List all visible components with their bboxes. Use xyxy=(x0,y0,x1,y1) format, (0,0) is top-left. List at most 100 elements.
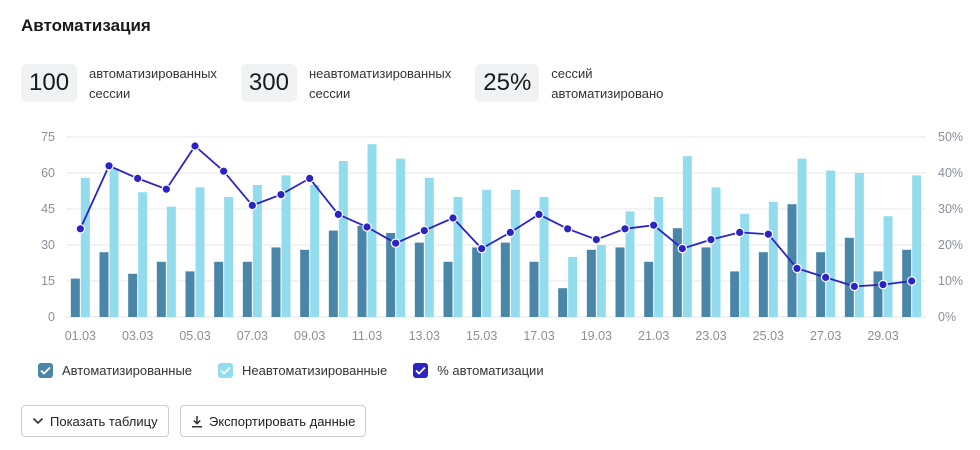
stat-label-line1: неавтоматизированных xyxy=(308,66,452,81)
stat-label-line1: автоматизированных xyxy=(89,66,217,81)
bar-automated xyxy=(271,247,281,317)
y-tick-label-right: 0% xyxy=(938,310,956,324)
x-tick-label: 11.03 xyxy=(352,329,382,343)
percent-point xyxy=(333,209,344,220)
bar-nonautomated xyxy=(883,216,893,317)
x-tick-label: 09.03 xyxy=(294,329,325,343)
bar-nonautomated xyxy=(338,161,348,317)
bar-automated xyxy=(443,261,453,317)
x-tick-label: 23.03 xyxy=(695,329,726,343)
chevron-down-icon xyxy=(32,417,44,425)
percent-point xyxy=(247,200,258,211)
stat-nonautomated: 300 неавтоматизированных сессии xyxy=(240,64,452,104)
bar-automated xyxy=(300,249,310,317)
stat-value: 300 xyxy=(240,64,297,102)
bar-nonautomated xyxy=(166,206,176,317)
percent-point xyxy=(706,234,716,245)
bar-automated xyxy=(242,261,252,317)
bar-automated xyxy=(615,247,625,317)
bar-automated xyxy=(472,247,482,317)
checkbox-checked-icon[interactable] xyxy=(218,363,234,378)
bar-nonautomated xyxy=(138,192,148,317)
percent-point xyxy=(419,225,430,236)
bar-automated xyxy=(558,288,568,317)
download-icon xyxy=(191,415,203,428)
percent-point xyxy=(390,238,401,248)
stat-percent: 25% сессий автоматизировано xyxy=(475,64,663,104)
bar-nonautomated xyxy=(682,156,692,317)
show-table-label: Показать таблицу xyxy=(50,413,158,429)
x-tick-label: 07.03 xyxy=(237,329,268,343)
checkbox-checked-icon[interactable] xyxy=(413,363,429,378)
x-tick-label: 15.03 xyxy=(466,329,497,343)
bar-automated xyxy=(902,249,912,317)
x-tick-label: 21.03 xyxy=(638,329,669,343)
export-data-button[interactable]: Экспортировать данные xyxy=(180,405,367,437)
percent-point xyxy=(677,243,688,254)
bar-automated xyxy=(787,204,797,317)
bar-nonautomated xyxy=(625,211,635,317)
y-tick-label-left: 30 xyxy=(41,238,55,252)
bar-nonautomated xyxy=(281,175,291,317)
bar-nonautomated xyxy=(768,201,778,317)
bar-automated xyxy=(816,252,826,317)
checkbox-checked-icon[interactable] xyxy=(38,363,53,378)
bar-nonautomated xyxy=(453,197,463,317)
y-tick-label-left: 45 xyxy=(41,202,55,216)
y-tick-label-right: 10% xyxy=(938,274,963,288)
bar-automated xyxy=(672,228,682,317)
bar-nonautomated xyxy=(310,185,320,317)
chart-legend: Автоматизированные Неавтоматизированные … xyxy=(38,363,570,378)
bar-nonautomated xyxy=(711,187,721,317)
y-tick-label-left: 15 xyxy=(41,274,55,288)
stat-label-line1: сессий xyxy=(551,66,593,81)
bar-automated xyxy=(644,261,654,317)
bar-nonautomated xyxy=(797,158,807,317)
percent-point xyxy=(161,184,172,194)
bar-automated xyxy=(529,261,539,317)
y-tick-label-right: 20% xyxy=(938,238,963,252)
bar-automated xyxy=(99,252,109,317)
stat-value: 100 xyxy=(21,64,78,102)
bar-automated xyxy=(730,271,740,317)
legend-item-automated[interactable]: Автоматизированные xyxy=(38,363,192,378)
percent-point xyxy=(276,189,286,200)
legend-label: Автоматизированные xyxy=(62,363,193,378)
y-tick-label-right: 50% xyxy=(938,130,963,144)
bar-automated xyxy=(500,242,510,317)
bar-automated xyxy=(156,261,166,317)
percent-point xyxy=(878,279,888,290)
page-title: Автоматизация xyxy=(21,16,151,35)
percent-point xyxy=(104,160,114,171)
x-tick-label: 03.03 xyxy=(122,329,153,343)
show-table-button[interactable]: Показать таблицу xyxy=(21,405,169,437)
legend-item-percent[interactable]: % автоматизации xyxy=(413,363,544,378)
x-tick-label: 13.03 xyxy=(409,329,440,343)
percent-point xyxy=(534,209,544,220)
bar-automated xyxy=(70,278,80,317)
x-tick-label: 01.03 xyxy=(65,329,96,343)
bar-automated xyxy=(214,261,224,317)
stat-label: сессий автоматизировано xyxy=(551,64,663,104)
percent-point xyxy=(849,281,860,292)
bar-nonautomated xyxy=(854,173,864,317)
x-tick-label: 27.03 xyxy=(810,329,841,343)
percent-point xyxy=(75,224,86,234)
bar-automated xyxy=(328,230,338,317)
percent-point xyxy=(218,166,229,176)
bar-nonautomated xyxy=(596,245,606,317)
percent-point xyxy=(362,222,372,232)
stats-row: 100 автоматизированных сессии 300 неавто… xyxy=(21,64,687,104)
x-tick-label: 19.03 xyxy=(581,329,612,343)
legend-item-nonautomated[interactable]: Неавтоматизированные xyxy=(218,363,387,378)
bar-automated xyxy=(758,252,768,317)
bar-automated xyxy=(128,273,138,317)
bar-nonautomated xyxy=(424,177,434,317)
bar-nonautomated xyxy=(912,175,922,317)
percent-point xyxy=(190,141,200,151)
percent-point xyxy=(448,213,458,223)
bar-automated xyxy=(386,233,396,317)
bar-automated xyxy=(414,242,424,317)
percent-point xyxy=(792,263,802,274)
bar-nonautomated xyxy=(224,197,234,317)
